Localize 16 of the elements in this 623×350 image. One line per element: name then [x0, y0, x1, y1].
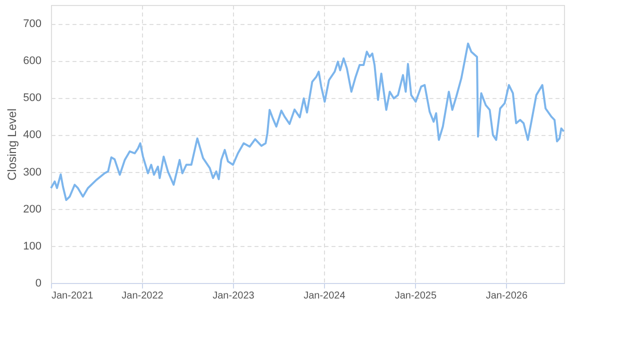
x-tick-label: Jan-2022: [122, 290, 164, 302]
x-tick-label: Jan-2023: [212, 290, 255, 302]
x-tick-label: Jan-2025: [394, 290, 437, 302]
y-axis-title: Closing Level: [5, 108, 20, 181]
y-tick-label: 700: [23, 18, 42, 30]
y-tick-label: 200: [23, 203, 42, 216]
y-tick-label: 300: [23, 166, 42, 178]
line-series: [50, 42, 565, 201]
x-tick-label: Jan-2026: [486, 290, 528, 302]
y-tick-label: 500: [23, 92, 42, 104]
y-tick-label: 400: [23, 129, 42, 142]
y-tick-label: 100: [23, 240, 42, 252]
y-tick-label: 0: [35, 278, 42, 290]
x-tick-label: Jan-2024: [304, 290, 346, 302]
y-tick-label: 600: [23, 55, 42, 68]
x-tick-label: Jan-2021: [52, 290, 94, 302]
